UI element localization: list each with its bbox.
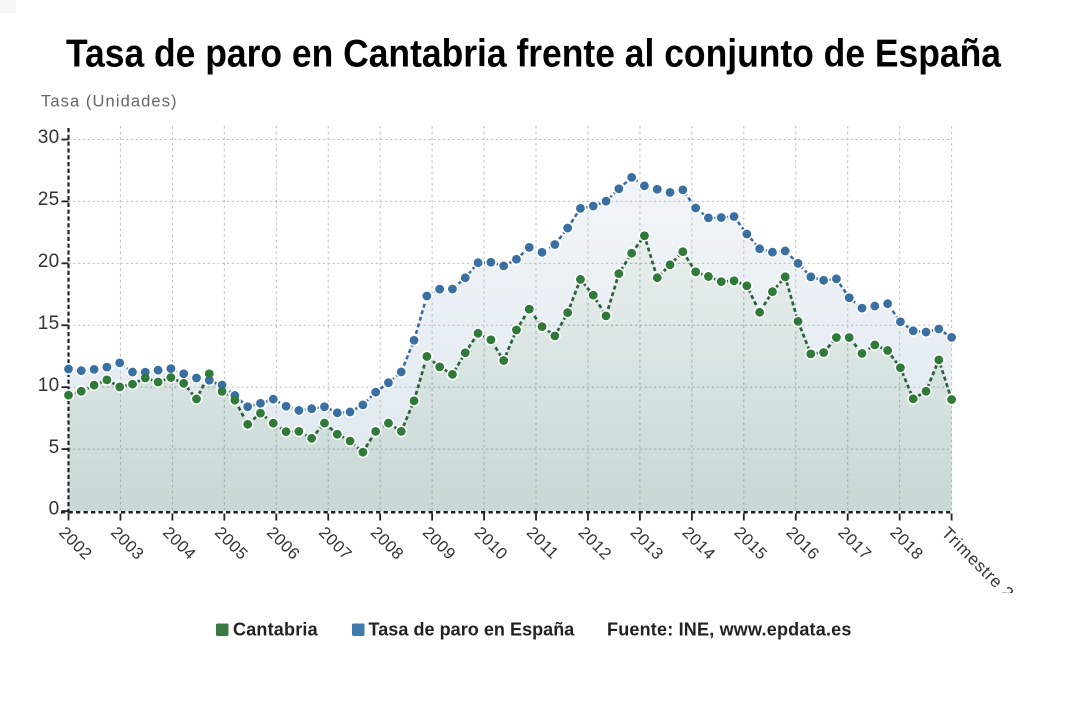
svg-text:Tasa de paro en Cantabria fren: Tasa de paro en Cantabria frente al conj… [66,33,1002,76]
svg-text:15: 15 [38,313,60,334]
svg-text:20: 20 [38,251,60,272]
svg-text:10: 10 [38,375,60,396]
svg-text:Tasa (Unidades): Tasa (Unidades) [41,93,178,111]
svg-text:30: 30 [38,127,60,148]
svg-text:Cantabria: Cantabria [233,620,319,640]
svg-text:5: 5 [49,437,60,458]
svg-text:25: 25 [38,189,60,210]
svg-text:Fuente: INE, www.epdata.es: Fuente: INE, www.epdata.es [607,620,852,640]
svg-text:Tasa de paro en España: Tasa de paro en España [369,620,576,640]
svg-text:0: 0 [49,499,60,520]
